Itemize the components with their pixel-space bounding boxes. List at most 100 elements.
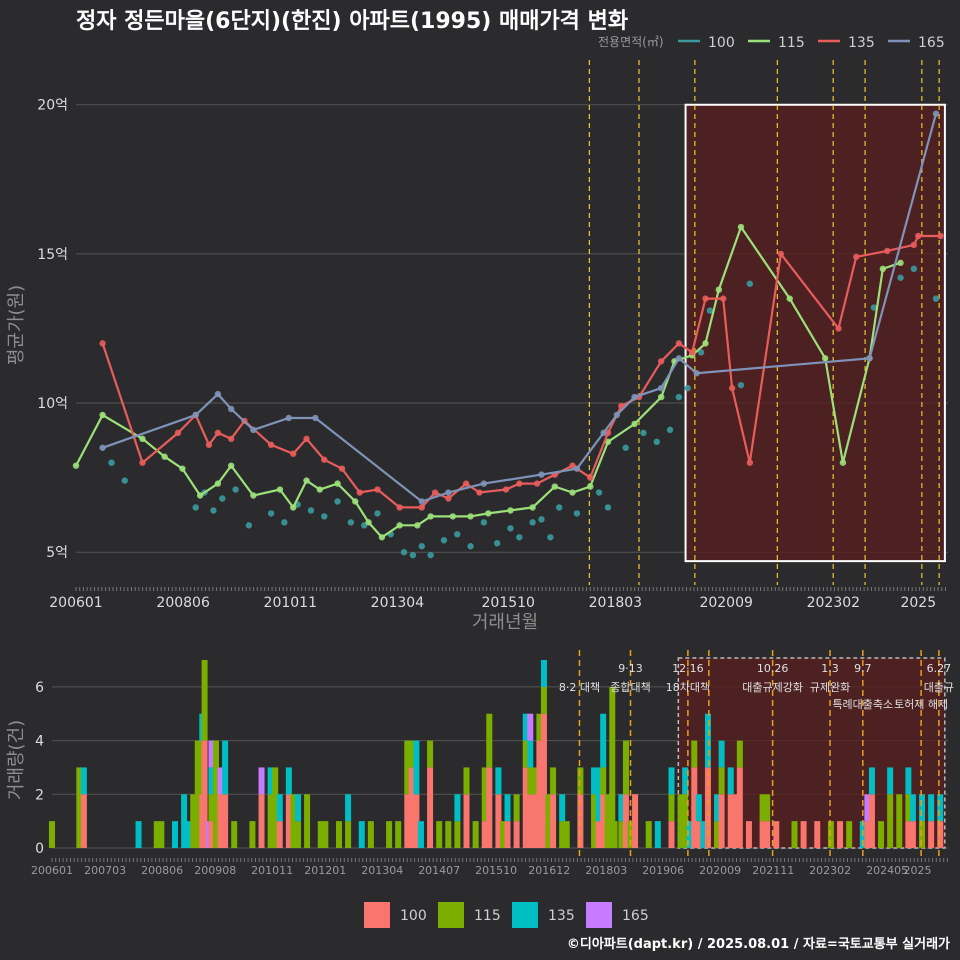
bar-100 <box>759 821 766 848</box>
point-165 <box>631 393 638 401</box>
bar-115 <box>759 794 766 822</box>
bar-135 <box>559 794 566 822</box>
bar-135 <box>358 821 365 848</box>
bar-x-tick-label: 201011 <box>251 864 293 877</box>
event-label: 18차대책 <box>666 681 710 694</box>
bar-135 <box>937 794 944 822</box>
point-115 <box>507 507 514 514</box>
point-115 <box>879 265 887 273</box>
bar-115 <box>536 713 543 741</box>
point-135 <box>884 247 891 255</box>
series-line-115 <box>75 224 901 539</box>
bar-135 <box>285 767 292 795</box>
point-135 <box>267 441 275 449</box>
bar-135 <box>591 767 598 795</box>
point-100 <box>529 519 536 526</box>
point-115 <box>485 510 492 517</box>
bar-115 <box>395 821 402 848</box>
point-165 <box>250 426 257 434</box>
bar-115 <box>604 794 611 848</box>
bar-100 <box>222 794 229 848</box>
bar-135 <box>718 740 725 768</box>
bar-100 <box>513 821 520 848</box>
bar-115 <box>718 767 725 795</box>
legend-label-165: 165 <box>918 35 945 51</box>
bar-100 <box>285 794 292 848</box>
bar-y-axis-title: 거래량(건) <box>6 720 27 800</box>
bar-y-tick-label: 4 <box>35 734 44 750</box>
series-line-165 <box>102 113 938 503</box>
point-135 <box>431 489 439 496</box>
bar-135 <box>668 767 675 795</box>
bar-115 <box>645 821 652 848</box>
bar-135 <box>618 794 625 822</box>
bar-100 <box>800 821 807 848</box>
bar-115 <box>591 794 598 848</box>
bar-100 <box>691 767 698 848</box>
bar-115 <box>463 767 470 795</box>
point-135 <box>915 232 922 240</box>
point-115 <box>737 223 745 231</box>
event-label: 규제완화 <box>810 681 850 694</box>
point-100 <box>334 498 341 505</box>
point-115 <box>290 504 297 511</box>
bar-100 <box>937 821 944 848</box>
bar-x-tick-label: 200806 <box>141 864 183 877</box>
bar-115 <box>427 740 434 768</box>
point-115 <box>822 355 829 362</box>
bar-100 <box>909 821 916 848</box>
bar-135 <box>887 767 894 795</box>
bar-y-tick-label: 6 <box>35 680 44 696</box>
bar-115 <box>272 767 279 848</box>
point-100 <box>507 525 514 532</box>
bar-135 <box>905 767 912 795</box>
bar-115 <box>158 821 165 848</box>
bar-x-tick-label: 201407 <box>418 864 460 877</box>
event-date: 10.26 <box>757 662 789 675</box>
bar-x-tick-label: 202009 <box>699 864 741 877</box>
point-115 <box>139 435 146 443</box>
point-100 <box>595 489 603 496</box>
bar-135 <box>80 767 87 795</box>
y-tick-label: 15억 <box>37 247 68 263</box>
point-100 <box>121 477 128 484</box>
bar-115 <box>208 794 215 822</box>
bar-135 <box>540 660 547 687</box>
bar-115 <box>736 740 743 768</box>
bar-135 <box>727 767 734 795</box>
bar-x-tick-label: 200601 <box>31 864 73 877</box>
bar-x-tick-label: 201304 <box>361 864 403 877</box>
bar-100 <box>928 821 935 848</box>
legend-box-label-115: 115 <box>474 908 501 924</box>
bar-100 <box>764 821 771 848</box>
bar-135 <box>504 794 511 822</box>
bar-115 <box>194 740 201 848</box>
legend-box-115 <box>438 902 464 928</box>
point-165 <box>214 390 222 398</box>
bar-115 <box>513 794 520 822</box>
point-165 <box>657 384 665 392</box>
point-165 <box>538 471 545 478</box>
point-115 <box>702 340 709 347</box>
point-100 <box>932 295 940 302</box>
point-165 <box>693 370 700 377</box>
point-115 <box>396 522 403 529</box>
bar-165 <box>208 740 215 768</box>
bar-115 <box>317 821 324 848</box>
bar-x-tick-label: 201906 <box>642 864 684 877</box>
bar-115 <box>76 767 83 848</box>
point-135 <box>675 340 683 347</box>
bar-135 <box>495 767 502 795</box>
legend-label-135: 135 <box>848 35 875 51</box>
bar-100 <box>522 767 529 848</box>
bar-100 <box>463 794 470 848</box>
point-135 <box>418 504 425 511</box>
point-100 <box>684 384 691 392</box>
point-115 <box>569 489 576 496</box>
bar-165 <box>864 794 871 822</box>
point-165 <box>613 411 621 419</box>
point-115 <box>352 498 359 505</box>
bar-135 <box>417 821 424 848</box>
point-135 <box>476 489 483 496</box>
point-100 <box>697 349 705 356</box>
